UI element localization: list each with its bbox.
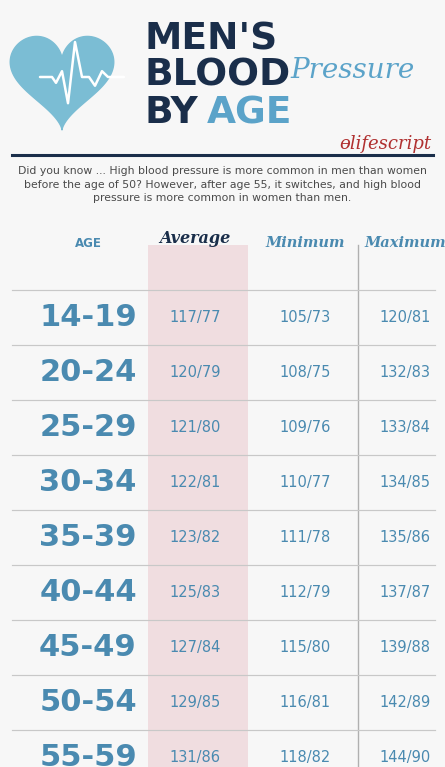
Text: 111/78: 111/78 bbox=[279, 530, 331, 545]
Text: MEN'S: MEN'S bbox=[145, 22, 278, 58]
Text: 144/90: 144/90 bbox=[380, 750, 431, 765]
Text: 134/85: 134/85 bbox=[380, 475, 430, 490]
Text: Average: Average bbox=[159, 230, 231, 247]
Text: 112/79: 112/79 bbox=[279, 585, 331, 600]
Text: 137/87: 137/87 bbox=[380, 585, 431, 600]
Text: 14-19: 14-19 bbox=[39, 303, 137, 332]
Text: 129/85: 129/85 bbox=[170, 695, 221, 710]
Text: BLOOD: BLOOD bbox=[145, 57, 291, 93]
Text: before the age of 50? However, after age 55, it switches, and high blood: before the age of 50? However, after age… bbox=[24, 179, 421, 189]
Text: 109/76: 109/76 bbox=[279, 420, 331, 435]
Text: 132/83: 132/83 bbox=[380, 365, 430, 380]
Text: 133/84: 133/84 bbox=[380, 420, 430, 435]
Text: AGE: AGE bbox=[75, 237, 101, 250]
Text: BY: BY bbox=[145, 95, 198, 131]
Text: 127/84: 127/84 bbox=[169, 640, 221, 655]
Text: 35-39: 35-39 bbox=[39, 523, 137, 552]
Text: 139/88: 139/88 bbox=[380, 640, 430, 655]
Text: 110/77: 110/77 bbox=[279, 475, 331, 490]
Text: 50-54: 50-54 bbox=[39, 688, 137, 717]
Text: 105/73: 105/73 bbox=[279, 310, 331, 325]
Text: 108/75: 108/75 bbox=[279, 365, 331, 380]
Text: 118/82: 118/82 bbox=[279, 750, 331, 765]
Text: 20-24: 20-24 bbox=[39, 358, 137, 387]
Text: 121/80: 121/80 bbox=[169, 420, 221, 435]
Text: 116/81: 116/81 bbox=[279, 695, 331, 710]
Text: ɵlifescript: ɵlifescript bbox=[340, 135, 432, 153]
Text: 123/82: 123/82 bbox=[170, 530, 221, 545]
Text: 115/80: 115/80 bbox=[279, 640, 331, 655]
Text: Did you know ... High blood pressure is more common in men than women: Did you know ... High blood pressure is … bbox=[17, 166, 426, 176]
Text: Pressure: Pressure bbox=[290, 57, 414, 84]
Text: 45-49: 45-49 bbox=[39, 633, 137, 662]
Text: Maximum: Maximum bbox=[364, 236, 445, 250]
Text: pressure is more common in women than men.: pressure is more common in women than me… bbox=[93, 193, 351, 203]
Text: 117/77: 117/77 bbox=[169, 310, 221, 325]
Text: 25-29: 25-29 bbox=[39, 413, 137, 442]
Polygon shape bbox=[10, 36, 114, 130]
Text: 122/81: 122/81 bbox=[169, 475, 221, 490]
Text: 142/89: 142/89 bbox=[380, 695, 431, 710]
Bar bbox=[148, 245, 248, 767]
Text: Minimum: Minimum bbox=[265, 236, 345, 250]
Text: 135/86: 135/86 bbox=[380, 530, 430, 545]
Text: 125/83: 125/83 bbox=[170, 585, 221, 600]
Text: AGE: AGE bbox=[207, 95, 292, 131]
Text: 120/81: 120/81 bbox=[379, 310, 431, 325]
Text: 40-44: 40-44 bbox=[39, 578, 137, 607]
Text: 30-34: 30-34 bbox=[39, 468, 137, 497]
Text: 120/79: 120/79 bbox=[169, 365, 221, 380]
Text: 55-59: 55-59 bbox=[39, 743, 137, 767]
Text: 131/86: 131/86 bbox=[170, 750, 221, 765]
